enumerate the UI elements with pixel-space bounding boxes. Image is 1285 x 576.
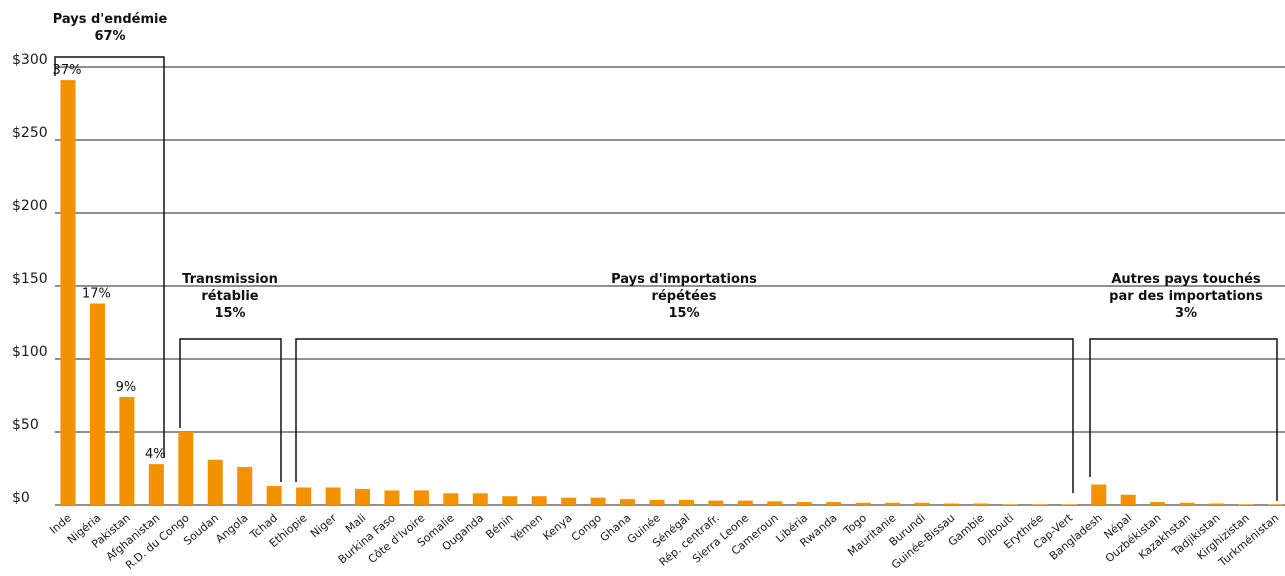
x-tick-label: Yémen [508, 511, 545, 545]
bar [178, 432, 194, 505]
y-tick-label: $50 [12, 417, 39, 433]
bar [1120, 494, 1136, 505]
group-bracket [295, 338, 1074, 493]
bar-value-label: 4% [145, 447, 166, 462]
bar [1032, 504, 1048, 505]
bar [148, 464, 164, 505]
bar [89, 303, 105, 505]
bar [855, 502, 871, 505]
y-tick-label: $0 [12, 490, 30, 506]
bar [119, 396, 135, 505]
x-tick-label: Congo [569, 511, 604, 544]
y-tick-label: $150 [12, 271, 48, 287]
bar [1150, 502, 1166, 505]
bar [384, 490, 400, 505]
group-label: par des importations [1109, 289, 1263, 304]
group-label: 15% [668, 306, 699, 321]
bar [413, 490, 429, 505]
bar [649, 499, 665, 505]
bar-value-label: 17% [82, 287, 111, 302]
bar-value-label: 9% [116, 380, 137, 395]
y-tick-label: $250 [12, 125, 48, 141]
bar [1002, 504, 1018, 505]
bar [767, 501, 783, 505]
bar [472, 493, 488, 505]
group-label: 15% [214, 306, 245, 321]
bar [1238, 504, 1254, 505]
bar [737, 500, 753, 505]
group-bracket [179, 338, 282, 482]
bar [826, 502, 842, 505]
bar [973, 503, 989, 505]
group-bracket [1089, 338, 1278, 501]
y-tick-label: $300 [12, 52, 48, 68]
bar [355, 488, 370, 505]
bar [1267, 504, 1283, 505]
group-label: Pays d'importations [611, 272, 757, 287]
group-label: répétées [652, 289, 717, 304]
bar [708, 500, 724, 505]
bar [237, 467, 253, 505]
group-label: Autres pays touchés [1111, 272, 1261, 287]
bar [531, 496, 547, 505]
bar [590, 497, 606, 505]
bar [944, 503, 959, 505]
group-label: Pays d'endémie [53, 12, 168, 27]
bar [678, 499, 694, 505]
bar [60, 80, 76, 505]
bar [620, 499, 636, 505]
bar [561, 497, 577, 505]
group-bracket [54, 56, 165, 458]
y-tick-label: $200 [12, 198, 48, 214]
bar [1209, 503, 1225, 505]
bar [443, 493, 459, 505]
group-label: 3% [1175, 306, 1197, 321]
y-tick-label: $100 [12, 344, 48, 360]
x-tick-label: Kenya [540, 511, 574, 543]
bar [1061, 504, 1077, 505]
x-tick-label: Niger [308, 511, 339, 540]
bar [502, 496, 518, 505]
x-tick-label: Angola [213, 511, 250, 545]
bar [1091, 484, 1107, 505]
bar [207, 459, 223, 505]
bar [885, 502, 901, 505]
bar-value-label: 37% [53, 63, 82, 78]
bar [1179, 502, 1195, 505]
bar [296, 487, 312, 505]
bar [325, 487, 341, 505]
group-label: 67% [94, 29, 125, 44]
bar [796, 502, 812, 505]
bar [266, 486, 282, 505]
bar [914, 502, 930, 505]
group-label: rétablie [201, 289, 258, 304]
group-label: Transmission [182, 272, 278, 287]
